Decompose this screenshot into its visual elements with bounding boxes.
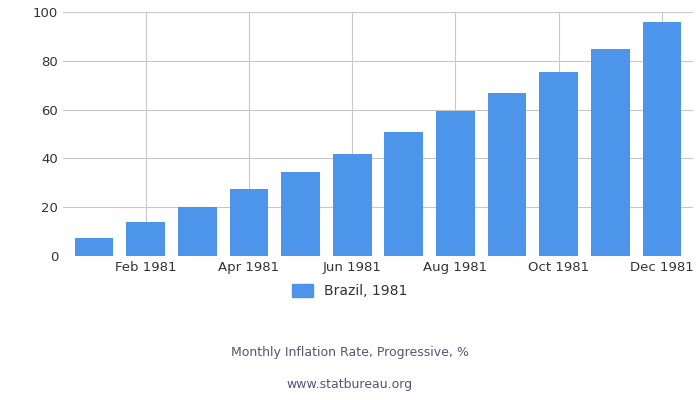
Bar: [281, 172, 320, 256]
Bar: [488, 92, 526, 256]
Bar: [230, 189, 268, 256]
Bar: [643, 22, 681, 256]
Bar: [75, 238, 113, 256]
Text: www.statbureau.org: www.statbureau.org: [287, 378, 413, 391]
Bar: [436, 111, 475, 256]
Bar: [126, 222, 165, 256]
Legend: Brazil, 1981: Brazil, 1981: [286, 277, 414, 305]
Bar: [591, 49, 630, 256]
Bar: [178, 207, 216, 256]
Bar: [384, 132, 424, 256]
Text: Monthly Inflation Rate, Progressive, %: Monthly Inflation Rate, Progressive, %: [231, 346, 469, 359]
Bar: [540, 72, 578, 256]
Bar: [332, 154, 372, 256]
